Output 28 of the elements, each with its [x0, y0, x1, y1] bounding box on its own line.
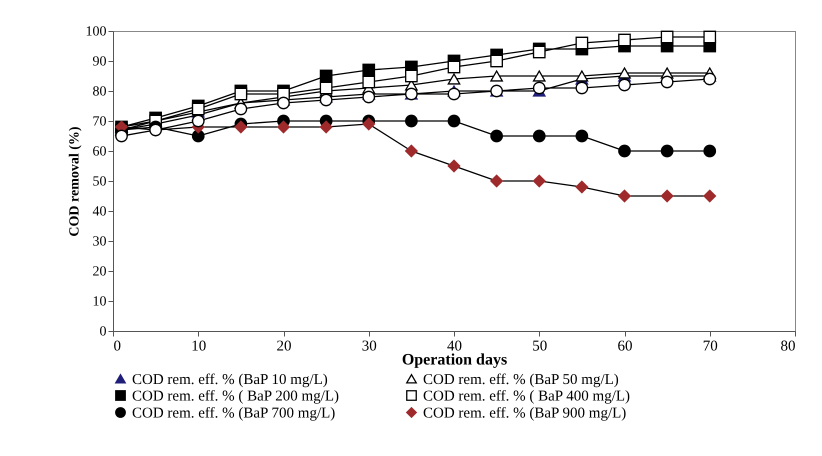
- legend-label: COD rem. eff. % (BaP 10 mg/L): [132, 372, 328, 388]
- x-tick-label: 20: [276, 338, 292, 354]
- x-tick-label: 40: [447, 338, 462, 354]
- legend-label: COD rem. eff. % ( BaP 400 mg/L): [423, 388, 630, 404]
- legend-label: COD rem. eff. % ( BaP 200 mg/L): [132, 388, 340, 404]
- y-tick-label: 30: [92, 234, 106, 250]
- y-tick-label: 10: [92, 294, 106, 310]
- y-tick-label: 60: [92, 144, 106, 160]
- y-tick-label: 80: [92, 84, 106, 100]
- x-axis-title: Operation days: [402, 352, 508, 368]
- x-tick-label: 50: [532, 338, 548, 354]
- legend-label: COD rem. eff. % (BaP 700 mg/L): [132, 406, 336, 422]
- y-tick-label: 50: [92, 174, 106, 190]
- y-tick-label: 20: [92, 264, 106, 280]
- x-tick-label: 80: [780, 338, 796, 354]
- y-tick-label: 70: [92, 114, 106, 130]
- y-tick-label: 0: [100, 324, 106, 340]
- y-tick-label: 40: [92, 204, 106, 220]
- y-axis-title: COD removal (%): [68, 126, 82, 237]
- x-tick-label: 70: [702, 338, 718, 354]
- legend-label: COD rem. eff. % (BaP 50 mg/L): [423, 372, 619, 388]
- y-tick-label: 100: [86, 24, 106, 40]
- y-tick-label: 90: [92, 54, 106, 70]
- x-tick-label: 10: [191, 338, 206, 354]
- x-tick-label: 60: [618, 338, 632, 354]
- x-tick-label: 0: [114, 338, 121, 354]
- legend-label: COD rem. eff. % (BaP 900 mg/L): [423, 406, 626, 422]
- x-tick-label: 30: [362, 338, 377, 354]
